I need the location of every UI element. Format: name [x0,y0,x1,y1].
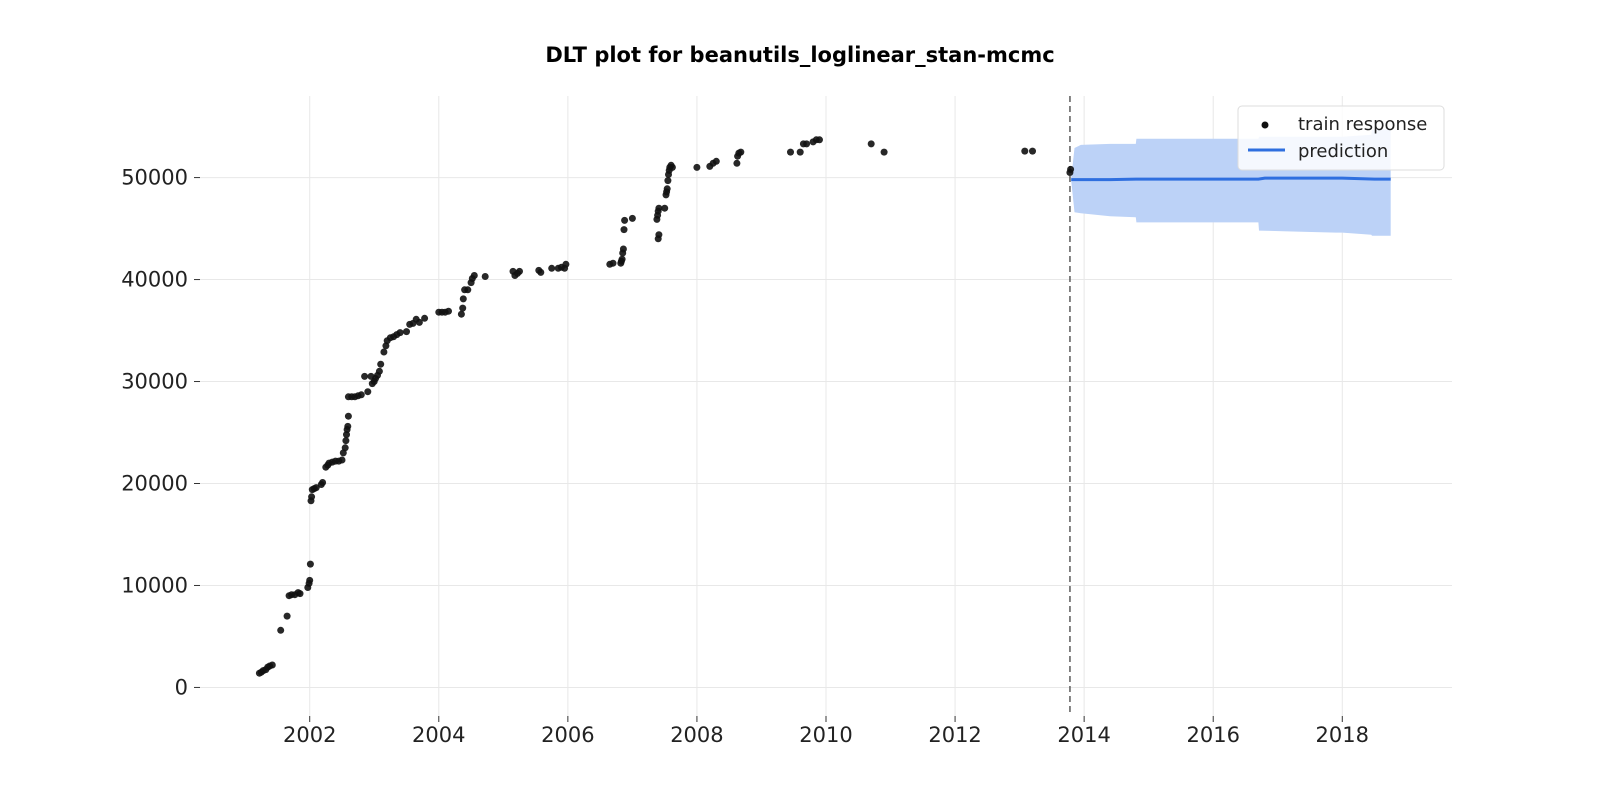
x-tick-label: 2002 [283,723,336,747]
train-response-point [516,267,523,275]
train-response-point [621,216,629,224]
train-response-point [1021,147,1029,155]
train-response-point [803,140,811,148]
train-response-point [661,204,669,212]
train-response-point [306,576,314,584]
train-response-point [548,264,556,272]
train-response-point [357,391,365,399]
train-response-point [421,314,429,322]
train-response-point [619,245,627,253]
train-response-point [296,590,304,598]
train-response-point [308,493,316,501]
train-response-point [445,307,452,315]
train-response-point [664,177,672,185]
train-response-point [457,310,465,318]
prediction-line [1071,176,1391,182]
train-response-point [364,388,372,396]
train-response-point [663,185,671,193]
train-response-point [668,163,676,171]
train-points-layer [255,136,1075,677]
train-response-point [693,163,701,171]
train-response-point [470,272,478,279]
x-tick-label: 2006 [541,723,594,747]
train-response-point [481,273,489,280]
y-tick-label: 30000 [121,370,188,394]
train-response-point [620,226,628,234]
y-tick-label: 10000 [121,573,188,597]
x-tick-label: 2016 [1186,723,1239,747]
x-tick-label: 2004 [412,723,465,747]
train-response-point [655,204,663,212]
train-response-point [459,304,467,312]
train-response-point [306,560,314,568]
train-response-point [396,329,404,337]
train-response-point [712,157,720,165]
train-response-point [338,456,346,464]
train-response-point [319,479,327,486]
train-response-point [344,412,352,420]
train-response-point [342,437,350,445]
train-response-point [415,318,423,326]
train-response-point [1029,147,1036,155]
axis-layer: 2002 2004 2006 2008 2010 2012 2014 2016 2018 0 100… [121,166,1369,747]
train-response-point [344,422,352,430]
y-tick-label: 0 [175,675,188,699]
y-tick-label: 20000 [121,472,188,496]
train-response-point [464,286,472,294]
legend-train-label: train response [1298,114,1427,135]
train-response-point [283,612,291,620]
train-response-point [737,148,745,156]
legend-box [1237,105,1445,171]
train-response-point [375,367,383,375]
train-response-point [459,295,467,303]
chart-title: DLT plot for beanutils_loglinear_stan-mc… [545,43,1054,67]
train-response-point [1067,165,1075,173]
x-tick-label: 2008 [670,723,723,747]
train-response-point [628,214,636,222]
x-tick-label: 2014 [1057,723,1110,747]
train-response-point [537,268,545,276]
train-response-point [609,259,617,267]
x-tick-label: 2018 [1316,723,1369,747]
legend-train-marker [1261,121,1269,129]
train-response-point [403,328,410,336]
train-response-point [655,231,663,239]
train-response-point [867,140,875,148]
train-response-point [312,484,320,492]
legend: train response prediction [1237,105,1445,171]
prediction-line-layer [1071,176,1391,182]
train-response-point [341,444,349,452]
train-response-point [796,148,804,156]
train-response-point [618,255,626,263]
grid-layer [200,96,1452,716]
train-response-point [880,148,888,156]
x-tick-label: 2012 [928,723,981,747]
legend-prediction-label: prediction [1298,141,1388,162]
train-response-point [787,148,794,156]
train-response-point [816,136,823,144]
y-tick-label: 40000 [121,268,188,292]
train-response-point [343,431,350,439]
y-tick-label: 50000 [121,166,188,190]
x-tick-label: 2010 [799,723,852,747]
train-response-point [377,360,385,368]
train-response-point [361,372,369,380]
train-response-point [733,159,741,167]
train-response-point [562,260,570,268]
train-response-point [277,626,285,634]
train-response-point [268,661,276,669]
train-response-point [380,348,388,356]
